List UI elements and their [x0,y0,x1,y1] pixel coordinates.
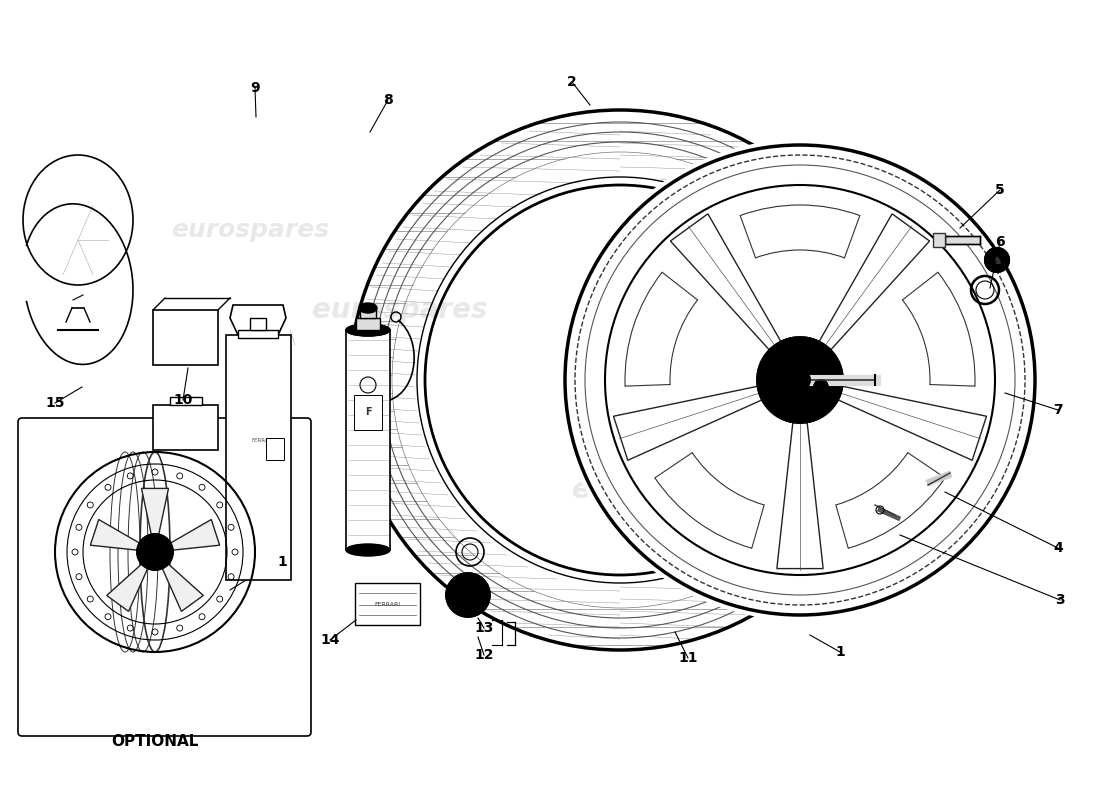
Text: eurospares: eurospares [312,296,487,324]
Polygon shape [834,386,987,460]
Bar [354,395,382,430]
Text: 15: 15 [45,396,65,410]
Circle shape [757,337,843,423]
Text: 7: 7 [1053,403,1063,417]
Circle shape [790,370,810,390]
Text: 3: 3 [1055,593,1065,607]
Polygon shape [160,560,204,611]
Bar [356,318,380,330]
Text: 1: 1 [277,555,287,569]
FancyBboxPatch shape [18,418,311,736]
Bar [346,330,390,550]
Text: 1: 1 [835,645,845,659]
Polygon shape [165,519,220,550]
Bar [355,583,420,625]
Bar [250,318,266,330]
Polygon shape [933,233,945,247]
Circle shape [780,355,794,370]
Bar [153,310,218,365]
Circle shape [142,545,150,553]
Text: 10: 10 [174,393,192,407]
Circle shape [157,556,165,564]
Text: 9: 9 [250,81,260,95]
Bar [238,330,278,338]
Text: ♞: ♞ [992,256,1002,266]
Bar [153,405,218,450]
Circle shape [138,534,173,570]
Polygon shape [107,560,150,611]
Polygon shape [816,214,930,354]
Polygon shape [142,489,168,540]
Text: 4: 4 [1053,541,1063,555]
Text: 12: 12 [474,648,494,662]
Ellipse shape [359,303,377,313]
Text: 6: 6 [996,235,1004,249]
Circle shape [984,248,1009,272]
Circle shape [151,538,160,546]
Text: FERRARI: FERRARI [252,438,274,442]
Circle shape [446,573,490,617]
Bar [266,438,284,460]
Circle shape [806,355,820,370]
Text: 8: 8 [383,93,393,107]
Bar [170,397,202,405]
Polygon shape [777,418,823,569]
Circle shape [772,380,786,394]
Bar [360,308,376,318]
Circle shape [560,140,1040,620]
Text: eurospares: eurospares [742,226,917,254]
Bar [22,422,307,732]
Circle shape [464,591,472,599]
Text: FERRARI: FERRARI [374,602,400,606]
Ellipse shape [346,324,390,336]
Text: OPTIONAL: OPTIONAL [111,734,199,750]
Circle shape [793,395,807,409]
Bar [226,335,292,580]
Circle shape [145,556,153,564]
Text: 14: 14 [320,633,340,647]
Text: 11: 11 [679,651,697,665]
Text: 5: 5 [996,183,1005,197]
Ellipse shape [346,544,390,556]
Text: 13: 13 [474,621,494,635]
Circle shape [161,545,168,553]
Circle shape [814,380,828,394]
Bar [945,236,980,244]
Text: eurospares: eurospares [572,476,748,504]
Text: eurospares: eurospares [170,218,329,242]
Polygon shape [670,214,783,354]
Polygon shape [614,386,767,460]
Text: 2: 2 [568,75,576,89]
Text: F: F [365,407,372,417]
Polygon shape [90,519,144,550]
